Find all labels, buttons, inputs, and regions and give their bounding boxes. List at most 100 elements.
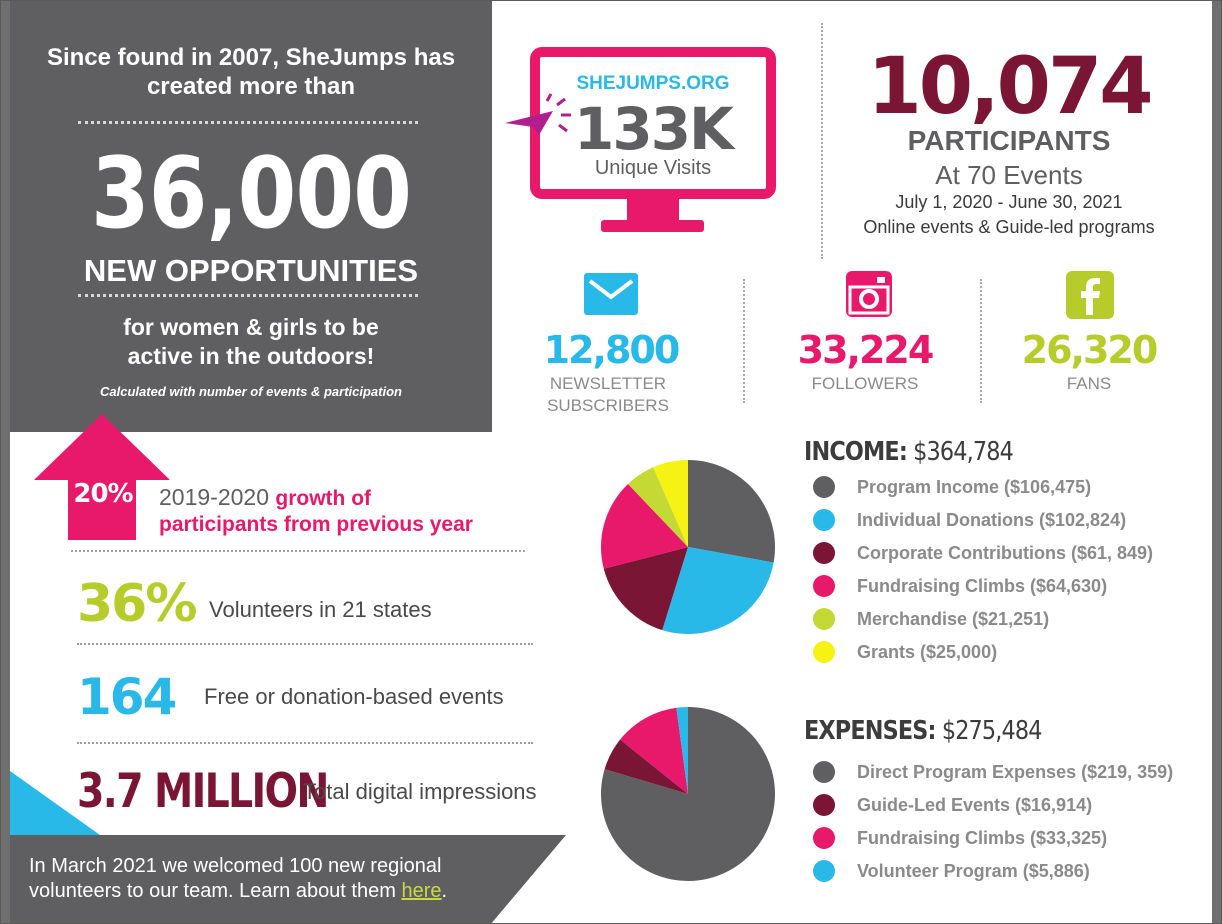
expenses-title-label: EXPENSES: <box>804 716 936 746</box>
expenses-legend-swatch <box>813 860 835 882</box>
divider <box>77 643 533 645</box>
footer-line-1: In March 2021 we welcomed 100 new region… <box>29 855 442 877</box>
website-visits: 133K <box>573 95 734 163</box>
expenses-legend-label: Fundraising Climbs ($33,325) <box>857 827 1108 848</box>
income-pie-chart <box>601 460 775 634</box>
income-legend-swatch <box>813 641 835 663</box>
income-legend-swatch <box>813 542 835 564</box>
cursor-click-icon <box>505 93 571 135</box>
income-slice-3 <box>601 483 688 569</box>
growth-line-2: participants from previous year <box>159 513 473 536</box>
income-slice-4 <box>628 467 688 547</box>
facebook-icon <box>1066 271 1114 319</box>
expenses-title: EXPENSES: $275,484 <box>804 716 1043 746</box>
income-legend-item: Merchandise ($21,251) <box>813 608 1049 630</box>
divider <box>77 742 533 744</box>
footer-line-2-end: . <box>441 880 448 902</box>
income-legend-label: Merchandise ($21,251) <box>857 608 1050 629</box>
growth-line-1: 2019-2020 growth of <box>159 484 371 511</box>
opportunities-headline: NEW OPPORTUNITIES <box>83 253 419 288</box>
income-slice-2 <box>603 547 688 631</box>
facebook-count: 26,320 <box>1021 328 1159 372</box>
income-legend-label: Corporate Contributions ($61, 849) <box>857 542 1154 563</box>
income-legend-swatch <box>813 608 835 630</box>
intro-line-1: Since found in 2007, SheJumps has <box>46 44 456 71</box>
participants-number: 10,074 <box>867 42 1154 132</box>
growth-text-1: growth of <box>275 487 372 510</box>
divider <box>821 23 823 259</box>
expenses-slice-2 <box>620 707 688 794</box>
income-legend-item: Corporate Contributions ($61, 849) <box>813 542 1153 564</box>
divider <box>980 279 982 403</box>
impressions-text: Total digital impressions <box>303 779 537 804</box>
income-legend-label: Grants ($25,000) <box>857 641 998 662</box>
newsletter-label: NEWSLETTER SUBSCRIBERS <box>521 373 695 417</box>
footer-line-2-text: volunteers to our team. Learn about them <box>29 880 402 902</box>
footer-banner <box>10 835 566 923</box>
expenses-legend-label: Volunteer Program ($5,886) <box>857 860 1090 881</box>
footer-text: In March 2021 we welcomed 100 new region… <box>29 854 447 904</box>
email-icon <box>584 273 638 315</box>
growth-arrow-icon <box>34 414 170 540</box>
expenses-legend-swatch <box>813 761 835 783</box>
income-slice-5 <box>653 460 688 547</box>
events-text: Free or donation-based events <box>204 684 504 709</box>
intro-text: Since found in 2007, SheJumps has create… <box>10 43 492 101</box>
income-slice-1 <box>662 547 774 634</box>
income-legend-item: Program Income ($106,475) <box>813 476 1091 498</box>
income-legend-swatch <box>813 476 835 498</box>
instagram-icon <box>846 271 892 317</box>
participants-programs: Online events & Guide-led programs <box>863 217 1155 237</box>
income-title-value: $364,784 <box>913 437 1014 467</box>
decorative-triangle <box>10 771 100 835</box>
divider <box>78 294 418 297</box>
income-legend-label: Fundraising Climbs ($64,630) <box>857 575 1108 596</box>
events-count: 164 <box>77 668 177 726</box>
expenses-pie-chart <box>601 707 775 881</box>
income-legend-label: Individual Donations ($102,824) <box>857 509 1127 530</box>
expenses-slice-3 <box>676 707 688 794</box>
website-url: SHEJUMPS.ORG <box>576 73 730 94</box>
expenses-legend-label: Direct Program Expenses ($219, 359) <box>857 761 1174 782</box>
volunteers-here-link[interactable]: here <box>401 880 442 902</box>
income-legend-item: Grants ($25,000) <box>813 641 997 663</box>
instagram-count: 33,224 <box>797 328 935 372</box>
income-legend-swatch <box>813 575 835 597</box>
opportunities-subtext: for women & girls to be active in the ou… <box>10 313 492 371</box>
income-slice-0 <box>688 460 775 563</box>
expenses-legend-label: Guide-Led Events ($16,914) <box>857 794 1093 815</box>
expenses-legend-item: Volunteer Program ($5,886) <box>813 860 1090 882</box>
newsletter-label-line-2: SUBSCRIBERS <box>547 396 669 415</box>
right-edge <box>1212 1 1221 923</box>
income-legend-item: Fundraising Climbs ($64,630) <box>813 575 1107 597</box>
participants-events: At 70 Events <box>935 160 1083 190</box>
expenses-legend-item: Fundraising Climbs ($33,325) <box>813 827 1107 849</box>
growth-years: 2019-2020 <box>159 484 269 510</box>
monitor-base <box>601 220 704 232</box>
expenses-slice-1 <box>604 739 688 794</box>
expenses-legend-swatch <box>813 794 835 816</box>
volunteers-text: Volunteers in 21 states <box>209 597 432 622</box>
divider <box>71 550 525 552</box>
subtext-line-1: for women & girls to be <box>123 314 379 340</box>
opportunities-number: 36,000 <box>90 137 412 251</box>
facebook-label: FANS <box>1066 374 1112 393</box>
expenses-legend-item: Direct Program Expenses ($219, 359) <box>813 761 1173 783</box>
divider <box>78 121 418 124</box>
newsletter-count: 12,800 <box>543 328 681 372</box>
income-legend-label: Program Income ($106,475) <box>857 476 1092 497</box>
impressions-count: 3.7 MILLION <box>77 764 329 819</box>
website-visits-label: Unique Visits <box>594 157 712 179</box>
instagram-label: FOLLOWERS <box>811 374 919 393</box>
volunteers-percent: 36% <box>77 574 197 634</box>
income-title: INCOME: $364,784 <box>804 437 1014 467</box>
income-title-label: INCOME: <box>804 437 908 467</box>
newsletter-label-line-1: NEWSLETTER <box>549 374 667 393</box>
expenses-legend-swatch <box>813 827 835 849</box>
income-legend-swatch <box>813 509 835 531</box>
footer-line-2: volunteers to our team. Learn about them… <box>29 879 447 904</box>
subtext-line-2: active in the outdoors! <box>127 343 375 369</box>
left-edge <box>1 1 10 923</box>
opportunities-panel: Since found in 2007, SheJumps has create… <box>10 1 492 432</box>
